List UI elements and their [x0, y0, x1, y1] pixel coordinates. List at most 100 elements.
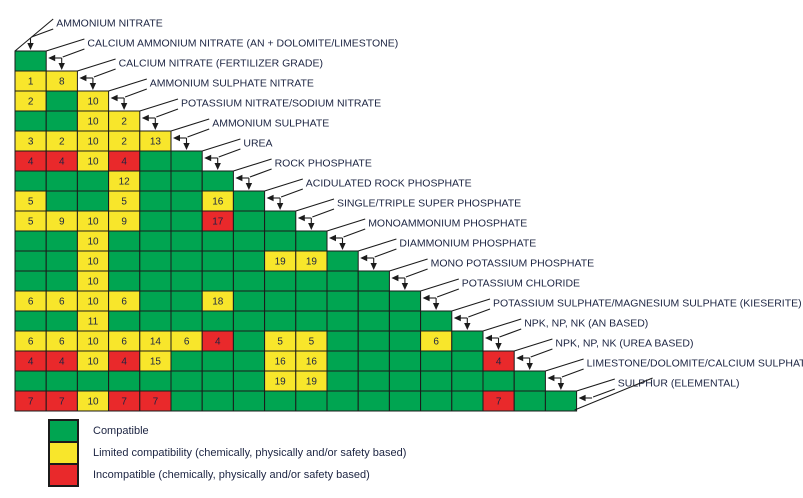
- matrix-cell: [326, 250, 359, 272]
- matrix-cell: [264, 390, 297, 412]
- matrix-cell: [170, 310, 203, 332]
- pointer-line: [170, 118, 210, 132]
- legend-label: Incompatible (chemically, physically and…: [93, 469, 370, 481]
- matrix-cell: [170, 250, 203, 272]
- matrix-cell: [108, 270, 141, 292]
- cell-footnote: 4: [59, 357, 65, 368]
- pointer-line: [514, 338, 553, 352]
- matrix-cell: [170, 210, 203, 232]
- pointer-line: [295, 198, 335, 212]
- matrix-cell: [482, 370, 515, 392]
- cell-footnote: 5: [28, 197, 34, 208]
- material-label: POTASSIUM NITRATE/SODIUM NITRATE: [181, 98, 381, 110]
- matrix-cell: [513, 370, 546, 392]
- matrix-cell: [170, 230, 203, 252]
- matrix-cell: [170, 350, 203, 372]
- cell-footnote: 4: [59, 157, 65, 168]
- matrix-cell: [357, 330, 390, 352]
- matrix-cell: [201, 370, 234, 392]
- matrix-cell: [388, 290, 422, 312]
- matrix-cell: [45, 250, 78, 272]
- cell-footnote: 7: [496, 397, 502, 408]
- matrix-cell: [139, 270, 172, 292]
- pointer-line: [218, 148, 241, 158]
- legend: Compatible Limited compatibility (chemic…: [48, 419, 406, 487]
- matrix-cell: [139, 170, 172, 192]
- cell-footnote: 4: [28, 157, 34, 168]
- cell-footnote: 7: [121, 397, 127, 408]
- material-label: ACIDULATED ROCK PHOSPHATE: [306, 178, 472, 190]
- matrix-cell: [388, 330, 422, 352]
- pointer-line: [14, 18, 54, 52]
- matrix-cell: [45, 310, 78, 332]
- cell-footnote: 7: [28, 397, 34, 408]
- cell-footnote: 6: [433, 337, 439, 348]
- matrix-cell: [295, 310, 328, 332]
- pointer-line: [482, 318, 522, 332]
- arrow-down-icon: [432, 303, 440, 310]
- arrow-down-icon: [245, 183, 253, 190]
- pointer-line: [31, 28, 54, 38]
- legend-swatch-incompatible: [48, 463, 79, 487]
- cell-footnote: 10: [87, 117, 99, 128]
- matrix-cell: [14, 310, 47, 332]
- arrow-down-icon: [183, 143, 190, 150]
- pointer-line: [264, 178, 303, 192]
- cell-footnote: 5: [309, 337, 315, 348]
- matrix-cell: [170, 150, 203, 172]
- matrix-cell: [451, 390, 484, 412]
- matrix-cell: [45, 110, 78, 132]
- matrix-cell: [14, 270, 47, 292]
- material-label: MONO POTASSIUM PHOSPHATE: [431, 258, 595, 270]
- arrow-left-icon: [422, 294, 430, 302]
- matrix-cell: [139, 310, 172, 332]
- matrix-cell: [264, 210, 297, 232]
- matrix-cell: [295, 390, 328, 412]
- matrix-cell: [388, 350, 422, 372]
- matrix-cell: [139, 250, 172, 272]
- arrow-left-icon: [516, 354, 524, 362]
- matrix-cell: [451, 370, 484, 392]
- matrix-cell: [513, 390, 546, 412]
- cell-footnote: 2: [121, 137, 127, 148]
- matrix-cell: [326, 310, 359, 332]
- cell-footnote: 11: [88, 317, 99, 328]
- matrix-cell: [232, 270, 266, 292]
- cell-footnote: 19: [306, 257, 318, 268]
- cell-footnote: 9: [59, 217, 65, 228]
- material-label: UREA: [243, 138, 272, 150]
- matrix-cell: [326, 270, 359, 292]
- matrix-cell: [201, 350, 234, 372]
- pointer-line: [233, 158, 272, 172]
- cell-footnote: 10: [87, 357, 99, 368]
- arrow-down-icon: [89, 83, 97, 90]
- matrix-cell: [264, 290, 297, 312]
- matrix-cell: [14, 250, 47, 272]
- matrix-cell: [201, 250, 234, 272]
- material-label: CALCIUM NITRATE (FERTILIZER GRADE): [119, 58, 323, 70]
- pointer-line: [108, 78, 147, 92]
- matrix-cell: [170, 270, 203, 292]
- matrix-cell: [45, 170, 78, 192]
- cell-footnote: 6: [121, 337, 127, 348]
- arrow-left-icon: [110, 94, 118, 102]
- cell-footnote: 10: [87, 297, 99, 308]
- matrix-cell: [201, 390, 234, 412]
- cell-footnote: 3: [28, 137, 34, 148]
- arrow-left-icon: [297, 214, 305, 222]
- cell-footnote: 6: [59, 337, 65, 348]
- arrow-down-icon: [27, 43, 34, 50]
- matrix-cell: [232, 210, 266, 232]
- matrix-cell: [108, 310, 141, 332]
- arrow-down-icon: [276, 203, 284, 210]
- material-label: POTASSIUM CHLORIDE: [462, 278, 580, 290]
- cell-footnote: 4: [215, 337, 221, 348]
- arrow-left-icon: [391, 274, 399, 282]
- material-label: SINGLE/TRIPLE SUPER PHOSPHATE: [337, 198, 521, 210]
- pointer-line: [187, 128, 210, 138]
- matrix-cell: [264, 310, 297, 332]
- matrix-cell: [14, 170, 47, 192]
- pointer-line: [561, 368, 584, 378]
- matrix-cell: [232, 330, 266, 352]
